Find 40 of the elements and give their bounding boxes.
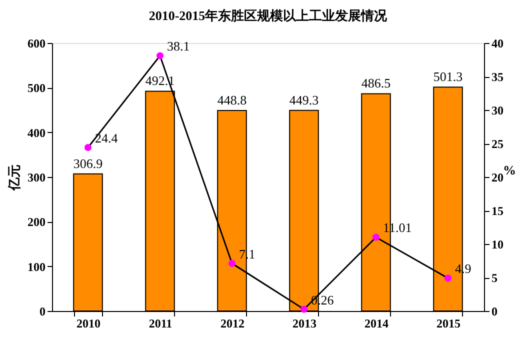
y2-tick-label: 35 [492, 70, 504, 84]
y2-tick-label: 25 [492, 137, 504, 151]
y-tick-label: 500 [28, 81, 46, 96]
x-tick-label: 2013 [292, 316, 316, 330]
point [300, 306, 308, 313]
point [84, 144, 92, 152]
data-label: 4.9 [455, 261, 472, 276]
y-tick-label: 100 [28, 260, 46, 274]
chart-title: 2010-2015年东胜区规模以上工业发展情况 [148, 8, 388, 23]
data-label: 306.9 [73, 156, 103, 171]
data-label: 448.8 [217, 92, 247, 108]
point [372, 234, 380, 241]
y2-tick-label: 15 [492, 204, 504, 218]
y2-tick-label: 0 [492, 304, 498, 318]
y-tick-label: 200 [28, 215, 46, 230]
data-label: 24.4 [95, 130, 118, 146]
data-label: 38.1 [167, 38, 190, 54]
x-tick-label: 2014 [364, 316, 388, 330]
x-tick-label: 2011 [148, 316, 172, 330]
y2-tick-label: 30 [492, 104, 504, 118]
y2-axis-title: % [503, 162, 516, 178]
y-tick-label: 600 [28, 36, 46, 50]
point [444, 274, 452, 282]
x-tick-label: 2010 [76, 316, 100, 330]
x-tick-label: 2012 [220, 316, 244, 330]
y2-tick-label: 10 [492, 238, 504, 252]
x-tick-label: 2015 [436, 316, 460, 330]
point [228, 260, 236, 267]
data-label: 501.3 [433, 69, 463, 84]
y-axis-title: 亿元 [6, 164, 22, 192]
y-tick-label: 300 [28, 170, 46, 184]
y2-tick-label: 5 [492, 271, 498, 285]
data-label: 486.5 [361, 76, 391, 91]
y-tick-label: 400 [28, 126, 46, 140]
y2-tick-label: 20 [492, 170, 504, 184]
y-tick-label: 0 [40, 304, 46, 318]
data-label: 7.1 [239, 246, 256, 262]
data-label: 449.3 [289, 92, 319, 108]
y2-tick-label: 40 [492, 36, 504, 50]
point [156, 52, 164, 60]
